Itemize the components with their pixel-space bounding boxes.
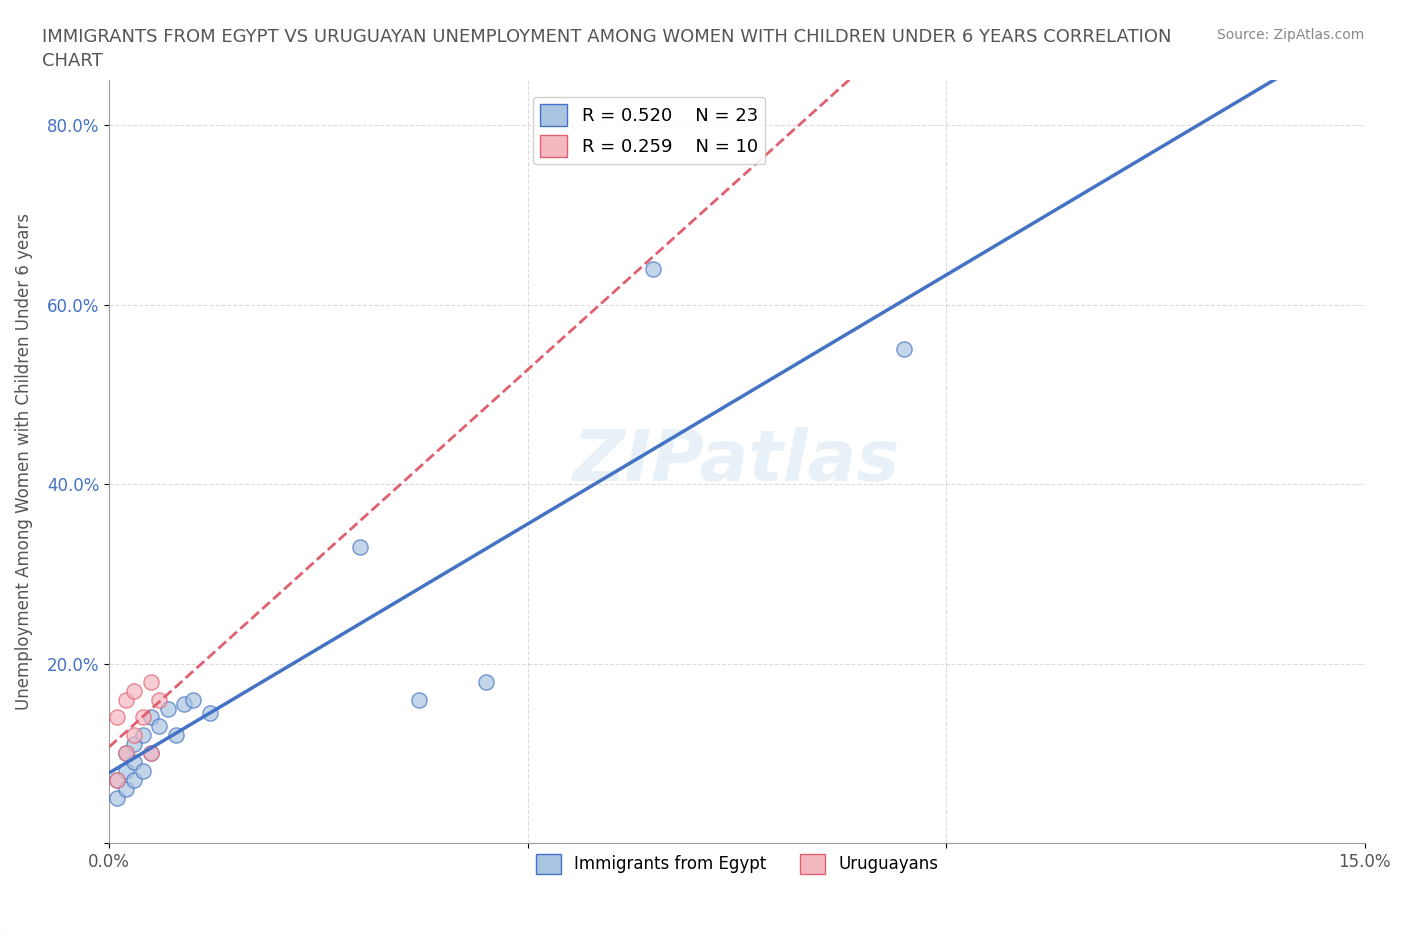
Point: [115, 746, 138, 761]
Point: [107, 710, 129, 724]
Point: [122, 773, 145, 788]
Point: [165, 728, 187, 743]
Legend: Immigrants from Egypt, Uruguayans: Immigrants from Egypt, Uruguayans: [529, 847, 945, 881]
Point: [139, 710, 162, 724]
Point: [139, 746, 162, 761]
Point: [122, 684, 145, 698]
Point: [148, 692, 170, 707]
Point: [131, 764, 153, 778]
Text: Source: ZipAtlas.com: Source: ZipAtlas.com: [1216, 28, 1364, 42]
Point: [408, 692, 430, 707]
Point: [122, 728, 145, 743]
Point: [122, 737, 145, 751]
Point: [107, 773, 129, 788]
Point: [198, 706, 221, 721]
Point: [173, 697, 195, 711]
Point: [643, 261, 665, 276]
Point: [139, 674, 162, 689]
Point: [181, 692, 204, 707]
Point: [122, 755, 145, 770]
Point: [115, 764, 138, 778]
Y-axis label: Unemployment Among Women with Children Under 6 years: Unemployment Among Women with Children U…: [15, 213, 32, 711]
Point: [156, 701, 179, 716]
Point: [115, 782, 138, 797]
Point: [139, 746, 162, 761]
Point: [131, 728, 153, 743]
Point: [893, 342, 915, 357]
Point: [131, 710, 153, 724]
Point: [115, 692, 138, 707]
Text: ZIPatlas: ZIPatlas: [574, 427, 901, 496]
Point: [115, 746, 138, 761]
Point: [107, 773, 129, 788]
Point: [349, 539, 371, 554]
Point: [107, 790, 129, 805]
Text: IMMIGRANTS FROM EGYPT VS URUGUAYAN UNEMPLOYMENT AMONG WOMEN WITH CHILDREN UNDER : IMMIGRANTS FROM EGYPT VS URUGUAYAN UNEMP…: [42, 28, 1171, 70]
Point: [148, 719, 170, 734]
Point: [475, 674, 498, 689]
